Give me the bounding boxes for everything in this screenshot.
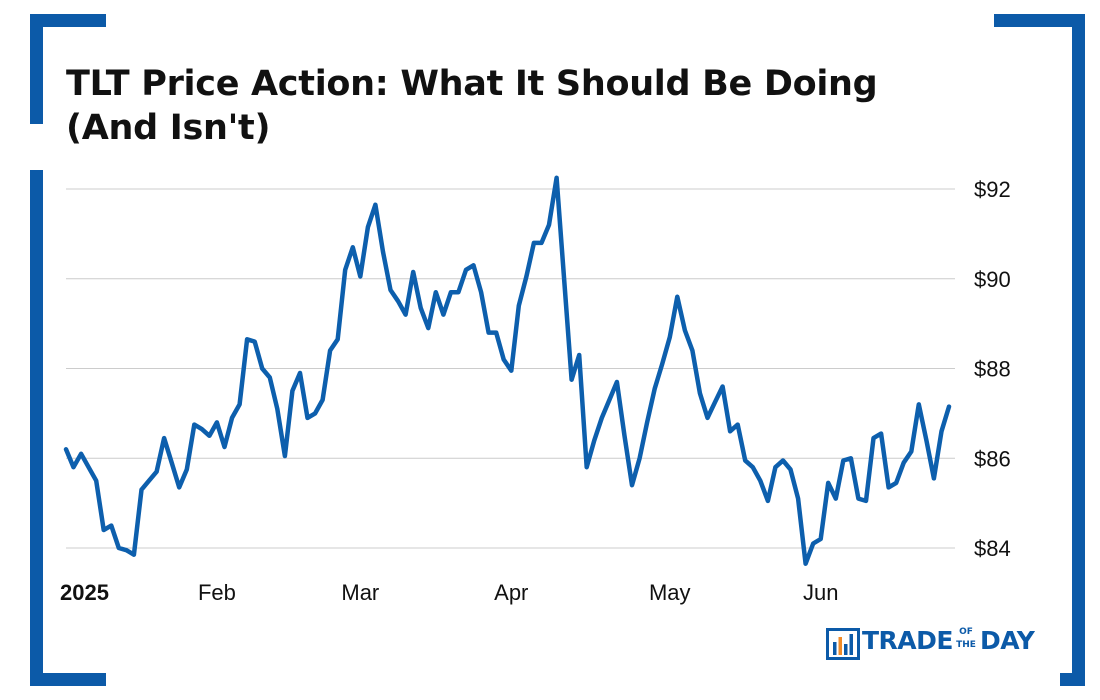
series-layer (63, 175, 952, 566)
y-axis-labels: $84 $86 $88 $90 $92 (974, 177, 1011, 561)
bracket-bottom-right-horizontal (1060, 673, 1085, 686)
x-tick-label: 2025 (60, 580, 109, 605)
x-tick-label: Mar (341, 580, 379, 605)
tlt-price-line (63, 175, 952, 566)
bar-chart-logo-icon (826, 628, 860, 660)
bracket-bottom-left-horizontal (30, 673, 106, 686)
logo-word-day: DAY (980, 626, 1035, 655)
y-tick-label: $90 (974, 267, 1011, 292)
y-tick-label: $84 (974, 536, 1011, 561)
x-tick-label: Feb (198, 580, 236, 605)
y-tick-label: $86 (974, 446, 1011, 471)
x-axis-labels: 2025 Feb Mar Apr May Jun (60, 580, 838, 605)
bracket-top-left-vertical (30, 14, 43, 124)
logo-word-the: THE (956, 640, 976, 650)
x-tick-label: Jun (803, 580, 838, 605)
trade-of-the-day-logo[interactable]: TRADE OF THE DAY (826, 626, 1046, 662)
logo-word-of: OF (959, 627, 973, 637)
bracket-right-vertical (1072, 14, 1085, 686)
x-tick-label: May (649, 580, 691, 605)
bracket-top-right-horizontal (994, 14, 1085, 27)
y-tick-label: $88 (974, 357, 1011, 382)
y-tick-label: $92 (974, 177, 1011, 202)
bracket-bottom-left-vertical (30, 170, 43, 686)
chart-title: TLT Price Action: What It Should Be Doin… (66, 64, 878, 148)
logo-word-trade: TRADE (862, 626, 953, 655)
x-tick-label: Apr (494, 580, 528, 605)
bracket-top-left-horizontal (30, 14, 106, 27)
